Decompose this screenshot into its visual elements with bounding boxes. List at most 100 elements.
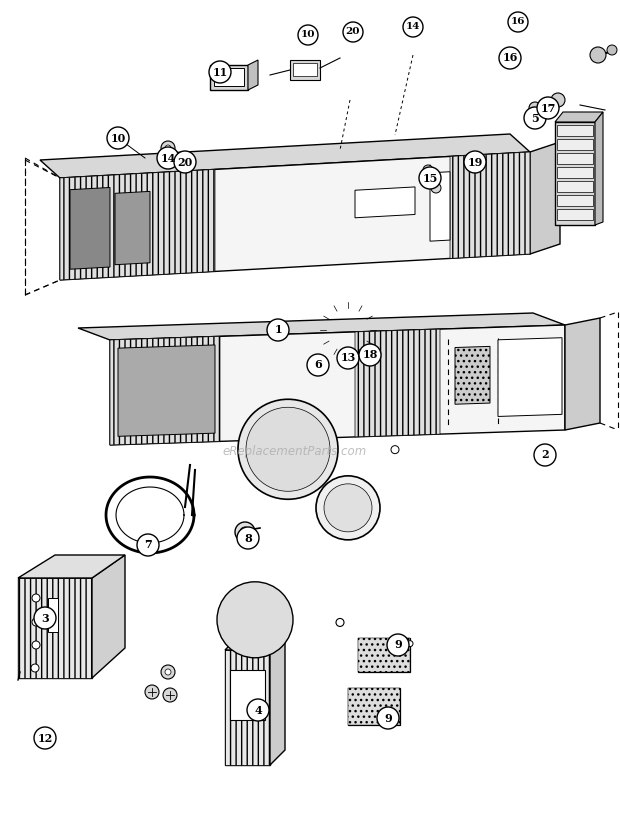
Polygon shape <box>115 191 150 265</box>
Text: 18: 18 <box>362 349 378 360</box>
Circle shape <box>137 534 159 556</box>
Polygon shape <box>595 112 603 225</box>
Text: 5: 5 <box>531 112 539 123</box>
Circle shape <box>267 319 289 341</box>
Circle shape <box>247 699 269 721</box>
Circle shape <box>300 27 316 43</box>
Polygon shape <box>450 152 530 258</box>
Text: 4: 4 <box>254 705 262 716</box>
Circle shape <box>165 669 171 675</box>
Text: 7: 7 <box>144 540 152 551</box>
Circle shape <box>237 527 259 549</box>
Polygon shape <box>348 688 400 725</box>
Circle shape <box>406 20 420 34</box>
Polygon shape <box>555 112 603 122</box>
Circle shape <box>298 25 318 45</box>
Polygon shape <box>355 187 415 218</box>
Text: 11: 11 <box>213 66 228 77</box>
Polygon shape <box>70 188 110 269</box>
Text: 9: 9 <box>384 712 392 723</box>
Circle shape <box>590 47 606 63</box>
Polygon shape <box>290 60 320 80</box>
Circle shape <box>37 732 49 744</box>
Polygon shape <box>225 650 270 765</box>
Polygon shape <box>225 635 285 650</box>
Circle shape <box>217 582 293 658</box>
Polygon shape <box>498 338 562 416</box>
Polygon shape <box>248 60 258 90</box>
Circle shape <box>34 607 56 629</box>
Circle shape <box>337 347 359 369</box>
Text: 6: 6 <box>314 360 322 370</box>
Text: 14: 14 <box>161 153 175 163</box>
Circle shape <box>524 107 546 129</box>
Circle shape <box>419 167 441 189</box>
Polygon shape <box>110 336 220 445</box>
Polygon shape <box>455 346 490 404</box>
Polygon shape <box>565 318 600 430</box>
Polygon shape <box>557 139 593 150</box>
Text: 9: 9 <box>394 639 402 650</box>
Circle shape <box>510 14 526 30</box>
Text: 13: 13 <box>340 353 356 364</box>
Circle shape <box>32 641 40 649</box>
Circle shape <box>316 476 380 540</box>
Circle shape <box>499 47 521 69</box>
Polygon shape <box>230 670 265 720</box>
Circle shape <box>235 522 255 542</box>
Polygon shape <box>40 134 530 178</box>
Polygon shape <box>78 313 565 340</box>
Polygon shape <box>355 329 440 437</box>
Circle shape <box>607 45 617 55</box>
Polygon shape <box>225 650 270 765</box>
Circle shape <box>551 93 565 107</box>
Polygon shape <box>18 578 92 678</box>
Polygon shape <box>210 65 248 90</box>
Circle shape <box>246 407 330 491</box>
Text: 8: 8 <box>244 532 252 544</box>
Circle shape <box>403 17 423 37</box>
Polygon shape <box>48 598 58 632</box>
Circle shape <box>178 153 192 167</box>
Circle shape <box>324 484 372 532</box>
Polygon shape <box>60 152 530 280</box>
Circle shape <box>471 155 485 169</box>
Circle shape <box>349 28 357 36</box>
Polygon shape <box>555 122 595 225</box>
Polygon shape <box>557 195 593 206</box>
Polygon shape <box>557 181 593 192</box>
Text: 16: 16 <box>502 53 518 64</box>
Text: eReplacementParts.com: eReplacementParts.com <box>223 446 367 458</box>
Polygon shape <box>60 169 215 280</box>
Circle shape <box>537 97 559 119</box>
Circle shape <box>209 61 231 83</box>
Text: 1: 1 <box>274 324 282 335</box>
Text: 17: 17 <box>540 102 556 113</box>
Polygon shape <box>18 578 92 678</box>
Circle shape <box>163 688 177 702</box>
Circle shape <box>359 344 381 366</box>
Text: 10: 10 <box>301 30 315 39</box>
Circle shape <box>307 354 329 376</box>
Polygon shape <box>557 209 593 220</box>
Circle shape <box>174 151 196 173</box>
Circle shape <box>32 618 40 626</box>
Polygon shape <box>557 153 593 164</box>
Polygon shape <box>293 63 317 76</box>
Polygon shape <box>118 345 215 437</box>
Circle shape <box>240 527 250 537</box>
Circle shape <box>377 707 399 729</box>
Text: 3: 3 <box>41 613 49 623</box>
Text: 20: 20 <box>346 28 360 37</box>
Text: 16: 16 <box>511 18 525 27</box>
Polygon shape <box>18 555 125 578</box>
Circle shape <box>34 727 56 749</box>
Polygon shape <box>92 555 125 678</box>
Circle shape <box>431 183 441 193</box>
Circle shape <box>145 685 159 699</box>
Text: 12: 12 <box>37 732 53 743</box>
Circle shape <box>345 24 361 40</box>
Circle shape <box>387 634 409 656</box>
Circle shape <box>161 665 175 679</box>
Text: 14: 14 <box>406 23 420 32</box>
